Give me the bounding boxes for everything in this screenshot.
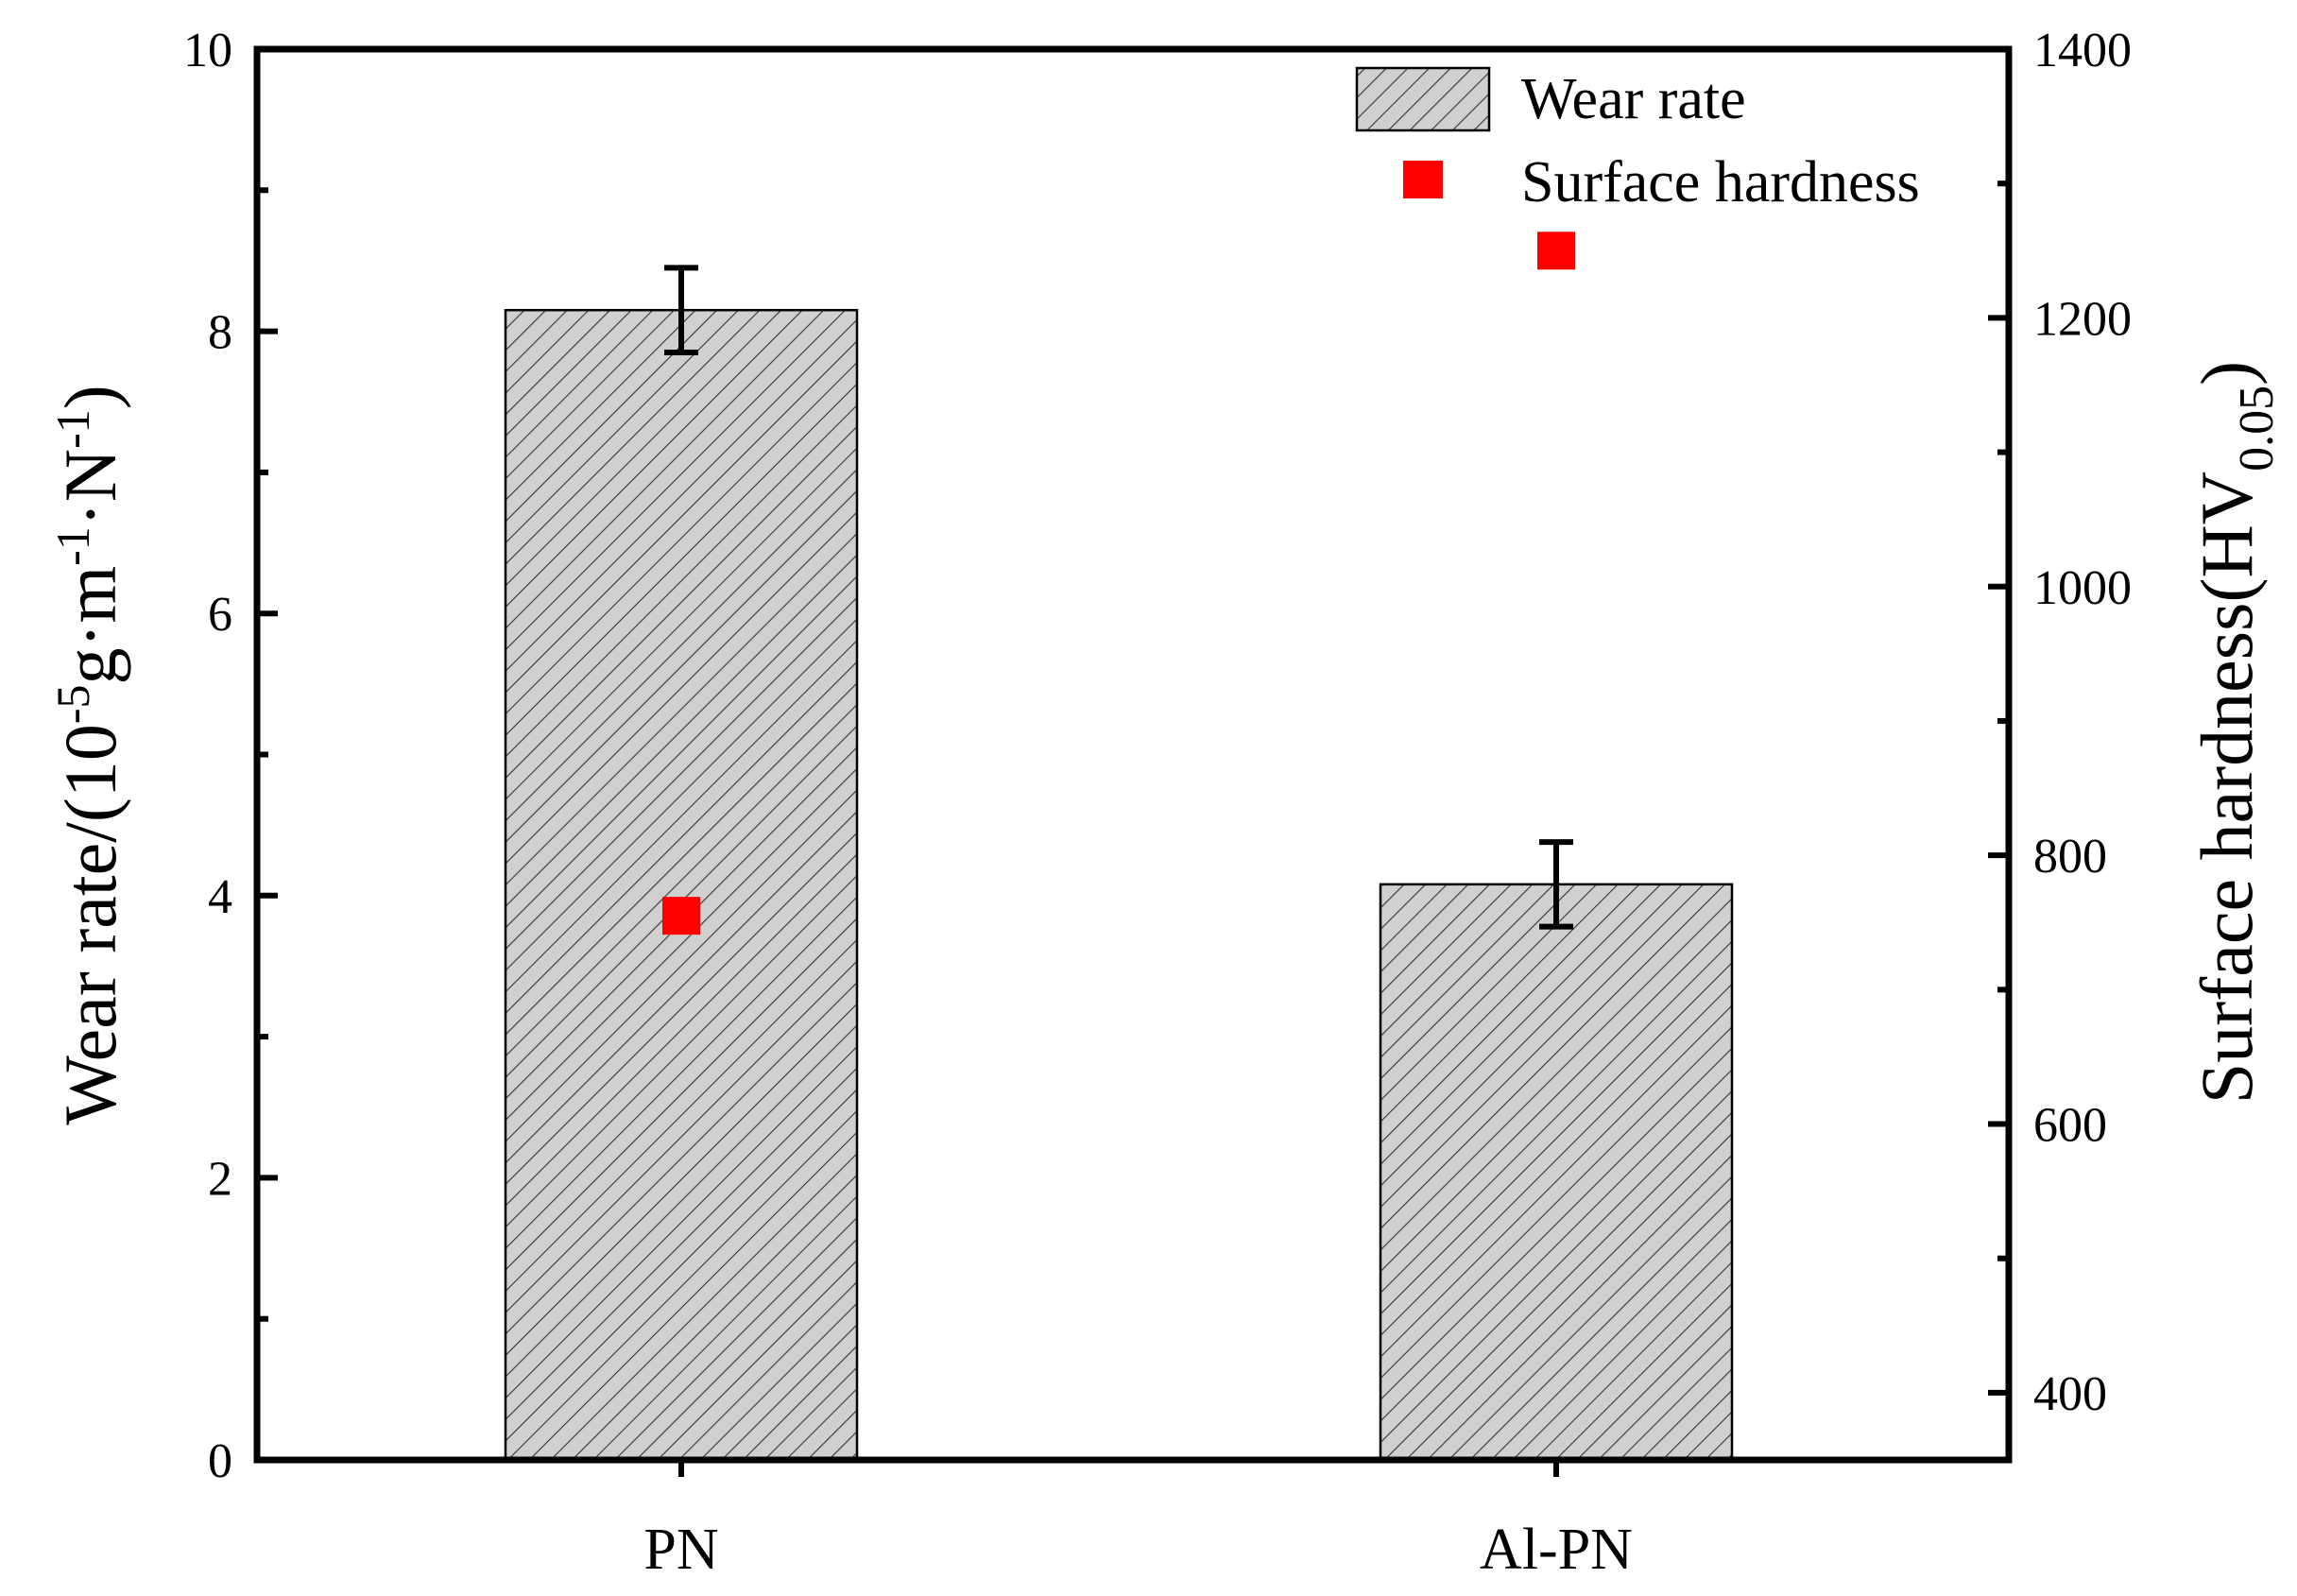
left-tick-label: 10 (183, 24, 232, 77)
category-label-pn: PN (643, 1518, 718, 1582)
legend-swatch-wear-rate (1355, 66, 1491, 132)
bars-layer (504, 265, 1734, 1462)
left-tick-label: 2 (208, 1152, 232, 1206)
legend-swatch-surface-hardness (1403, 161, 1443, 198)
bar-pn (504, 308, 859, 1462)
bar-al-pn (1379, 883, 1734, 1462)
left-tick-label: 6 (208, 588, 232, 642)
category-label-al-pn: Al-PN (1480, 1518, 1633, 1582)
legend: Wear rate Surface hardness (1355, 66, 1920, 215)
right-tick-label: 1200 (2033, 292, 2132, 346)
right-tick-label: 400 (2033, 1367, 2107, 1421)
left-tick-label: 8 (208, 306, 232, 360)
left-tick-label: 0 (208, 1434, 232, 1488)
right-tick-label: 1400 (2033, 24, 2132, 77)
right-axis-title: Surface hardness(HV0.05) (2186, 361, 2284, 1104)
error-bar-pn (664, 265, 698, 355)
right-tick-label: 1000 (2033, 561, 2132, 615)
left-axis-title: Wear rate/(10-5g·m-1·N-1) (46, 385, 131, 1125)
right-tick-label: 600 (2033, 1099, 2107, 1153)
svg-text:Wear rate/(10-5g·m-1·N-1): Wear rate/(10-5g·m-1·N-1) (46, 385, 131, 1125)
ticks-layer: 0 2 4 6 8 10 400 600 800 1000 1200 1400 (183, 24, 2132, 1488)
legend-label-surface-hardness: Surface hardness (1521, 150, 1920, 215)
svg-text:Surface hardness(HV0.05): Surface hardness(HV0.05) (2186, 361, 2284, 1104)
left-tick-label: 4 (208, 870, 232, 924)
hardness-point-al-pn (1537, 232, 1575, 270)
markers-layer (662, 232, 1575, 935)
error-bar-al-pn (1539, 839, 1573, 930)
hardness-point-pn (662, 897, 700, 935)
legend-label-wear-rate: Wear rate (1521, 67, 1746, 131)
right-tick-label: 800 (2033, 830, 2107, 884)
